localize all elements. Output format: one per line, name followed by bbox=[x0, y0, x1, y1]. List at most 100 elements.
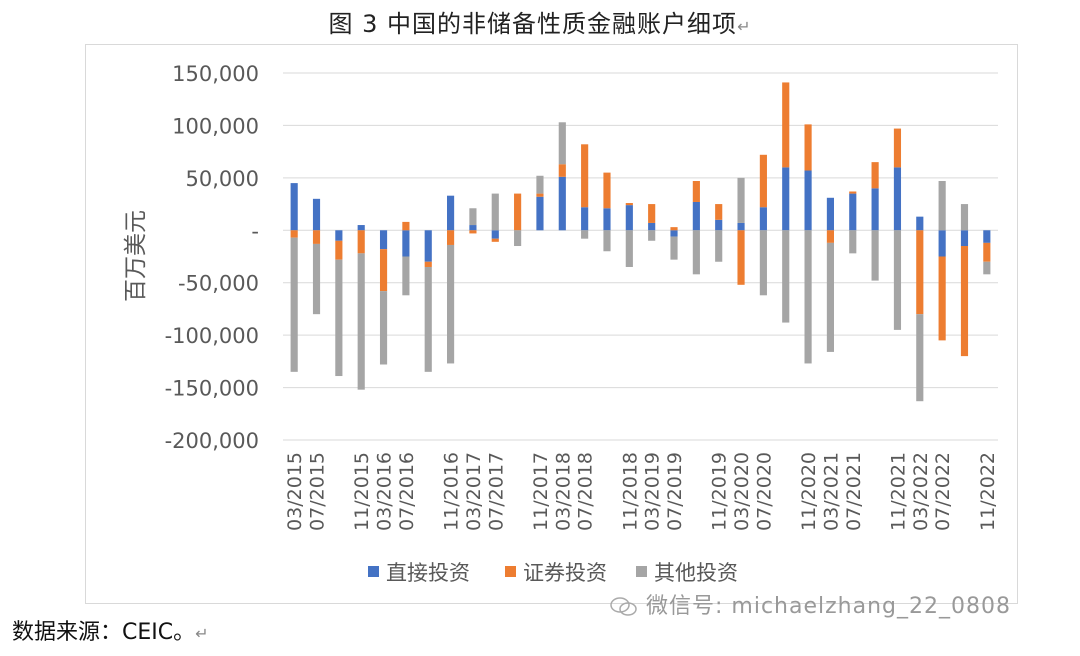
bar-other-investment bbox=[938, 181, 946, 231]
bar-securities-investment bbox=[849, 191, 857, 194]
bar-direct-investment bbox=[715, 219, 723, 231]
y-tick-label: - bbox=[251, 219, 259, 243]
bar-other-investment bbox=[804, 230, 812, 364]
bar-direct-investment bbox=[335, 230, 343, 241]
bar-other-investment bbox=[692, 230, 700, 275]
bar-direct-investment bbox=[357, 225, 365, 231]
bar-direct-investment bbox=[804, 170, 812, 231]
x-tick-label: 11/2022 bbox=[977, 452, 999, 531]
x-tick-label: 03/2022 bbox=[910, 452, 932, 531]
x-tick-label: 07/2022 bbox=[932, 452, 954, 531]
bar-other-investment bbox=[335, 259, 343, 377]
bar-securities-investment bbox=[536, 193, 544, 197]
x-tick-label: 11/2016 bbox=[441, 452, 463, 531]
bar-direct-investment bbox=[625, 205, 633, 231]
x-tick-label: 03/2020 bbox=[731, 452, 753, 531]
bar-other-investment bbox=[916, 314, 924, 402]
bar-direct-investment bbox=[379, 230, 388, 250]
bar-securities-investment bbox=[938, 256, 946, 341]
y-tick-label: -50,000 bbox=[178, 272, 259, 296]
source-note: 数据来源：CEIC。↵ bbox=[12, 614, 209, 646]
bar-direct-investment bbox=[581, 207, 589, 231]
source-text: 数据来源：CEIC。 bbox=[12, 620, 196, 645]
x-tick-label: 03/2019 bbox=[642, 452, 664, 531]
y-tick-label: -150,000 bbox=[165, 377, 259, 401]
bar-direct-investment bbox=[447, 195, 455, 231]
bar-securities-investment bbox=[893, 128, 902, 168]
bar-securities-investment bbox=[983, 242, 991, 262]
bar-securities-investment bbox=[715, 204, 723, 220]
bar-securities-investment bbox=[960, 246, 969, 357]
x-tick-label: 07/2018 bbox=[575, 452, 597, 531]
x-tick-label: 03/2021 bbox=[820, 452, 842, 531]
y-tick-label: 50,000 bbox=[186, 167, 259, 191]
legend-label: 直接投资 bbox=[386, 561, 470, 585]
bar-securities-investment bbox=[603, 172, 611, 209]
bar-other-investment bbox=[983, 261, 991, 275]
bar-securities-investment bbox=[648, 204, 656, 223]
bar-direct-investment bbox=[402, 230, 410, 257]
bar-direct-investment bbox=[759, 207, 767, 231]
x-tick-label: 03/2016 bbox=[374, 452, 396, 531]
bar-direct-investment bbox=[782, 167, 790, 231]
legend-label: 证券投资 bbox=[523, 561, 607, 585]
bar-direct-investment bbox=[290, 183, 298, 231]
bar-other-investment bbox=[670, 236, 678, 260]
bar-other-investment bbox=[893, 230, 902, 330]
bar-other-investment bbox=[581, 230, 589, 239]
bar-other-investment bbox=[514, 230, 522, 247]
y-tick-label: -200,000 bbox=[165, 429, 259, 453]
bar-securities-investment bbox=[290, 230, 298, 238]
bar-other-investment bbox=[312, 243, 321, 315]
bar-securities-investment bbox=[625, 203, 633, 206]
bar-other-investment bbox=[447, 244, 455, 364]
bar-direct-investment bbox=[871, 188, 879, 231]
bar-direct-investment bbox=[849, 193, 857, 231]
y-tick-label: -100,000 bbox=[165, 324, 259, 348]
bar-securities-investment bbox=[357, 230, 365, 254]
bar-other-investment bbox=[871, 230, 879, 281]
bar-direct-investment bbox=[424, 230, 432, 262]
bar-securities-investment bbox=[916, 230, 924, 315]
wechat-watermark: 微信号: michaelzhang_22_0808 bbox=[610, 588, 1011, 620]
x-tick-label: 03/2015 bbox=[284, 452, 306, 531]
bar-securities-investment bbox=[335, 240, 343, 260]
x-tick-label: 07/2016 bbox=[396, 452, 418, 531]
bar-direct-investment bbox=[603, 208, 611, 231]
bar-other-investment bbox=[849, 230, 857, 254]
bar-other-investment bbox=[737, 177, 745, 223]
x-tick-label: 07/2019 bbox=[664, 452, 686, 531]
bar-direct-investment bbox=[670, 230, 678, 237]
y-tick-label: 100,000 bbox=[172, 114, 259, 138]
bar-other-investment bbox=[960, 204, 969, 231]
x-tick-label: 07/2020 bbox=[753, 452, 775, 531]
chart-frame bbox=[85, 44, 1018, 604]
x-tick-label: 03/2018 bbox=[552, 452, 574, 531]
chart-title-text: 图 3 中国的非储备性质金融账户细项 bbox=[328, 10, 738, 38]
bar-securities-investment bbox=[379, 249, 388, 292]
bar-direct-investment bbox=[960, 230, 969, 247]
y-axis-label: 百万美元 bbox=[123, 210, 149, 302]
bar-securities-investment bbox=[692, 181, 700, 202]
bar-securities-investment bbox=[782, 82, 790, 168]
return-mark-icon: ↵ bbox=[737, 17, 752, 36]
x-tick-label: 11/2021 bbox=[887, 452, 909, 531]
bar-other-investment bbox=[379, 291, 388, 365]
bar-direct-investment bbox=[692, 201, 700, 231]
bar-direct-investment bbox=[737, 222, 745, 231]
return-mark-icon: ↵ bbox=[195, 624, 209, 643]
bar-other-investment bbox=[759, 230, 767, 296]
bar-securities-investment bbox=[670, 227, 678, 231]
bar-securities-investment bbox=[558, 164, 566, 177]
bar-other-investment bbox=[625, 230, 633, 267]
bar-securities-investment bbox=[581, 144, 589, 208]
x-tick-label: 11/2015 bbox=[351, 452, 373, 531]
bar-other-investment bbox=[826, 242, 834, 352]
bar-securities-investment bbox=[447, 230, 455, 245]
bar-direct-investment bbox=[826, 197, 834, 231]
bar-other-investment bbox=[290, 237, 298, 372]
x-tick-label: 07/2017 bbox=[485, 452, 507, 531]
legend-swatch bbox=[636, 566, 647, 577]
bar-other-investment bbox=[469, 208, 477, 226]
